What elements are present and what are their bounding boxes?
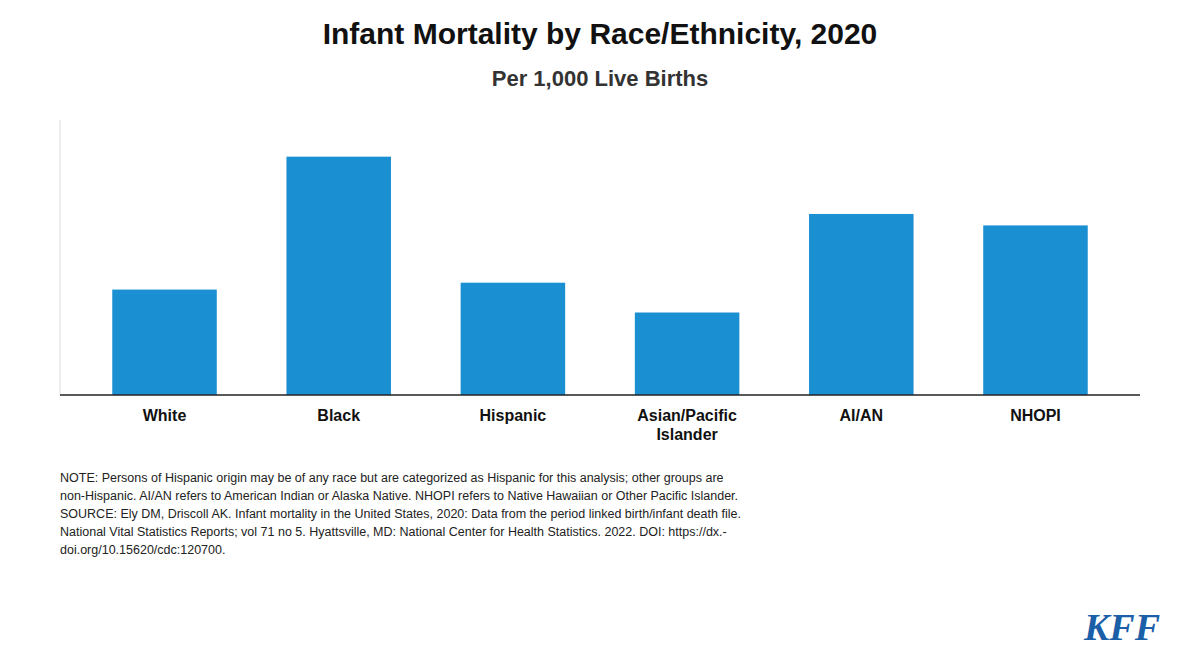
y-range-line [60, 120, 61, 395]
x-axis-line [60, 394, 1140, 396]
note-line: non-Hispanic. AI/AN refers to American I… [60, 489, 738, 503]
x-tick-label-line: Hispanic [480, 407, 547, 424]
title: Infant Mortality by Race/Ethnicity, 2020 [323, 17, 878, 50]
note-line: SOURCE: Ely DM, Driscoll AK. Infant mort… [60, 507, 741, 521]
x-tick-label: AI/AN [840, 407, 884, 424]
bar [286, 157, 391, 395]
logo: KFF [1083, 606, 1160, 648]
note: NOTE: Persons of Hispanic origin may be … [60, 471, 741, 557]
x-tick-label-line: Black [317, 407, 360, 424]
x-tick-label-line: NHOPI [1010, 407, 1061, 424]
bar [112, 290, 217, 395]
x-tick-label-line: Asian/Pacific [637, 407, 737, 424]
bars [112, 157, 1087, 395]
x-tick-label: White [143, 407, 187, 424]
note-line: National Vital Statistics Reports; vol 7… [60, 525, 727, 539]
bar [635, 313, 740, 396]
bar [809, 214, 914, 395]
x-tick-label: NHOPI [1010, 407, 1061, 424]
bar [983, 225, 1088, 395]
bar [461, 283, 566, 395]
note-line: NOTE: Persons of Hispanic origin may be … [60, 471, 724, 485]
x-tick-label-line: AI/AN [840, 407, 884, 424]
x-tick-label: Black [317, 407, 360, 424]
x-tick-label-line: White [143, 407, 187, 424]
x-tick-label-line: Islander [656, 426, 717, 443]
subtitle: Per 1,000 Live Births [492, 66, 708, 91]
note-line: doi.org/10.15620/cdc:120700. [60, 543, 225, 557]
x-tick-label: Asian/Pacific Islander [637, 407, 737, 443]
x-tick-label: Hispanic [480, 407, 547, 424]
chart: Infant Mortality by Race/Ethnicity, 2020… [0, 0, 1200, 660]
